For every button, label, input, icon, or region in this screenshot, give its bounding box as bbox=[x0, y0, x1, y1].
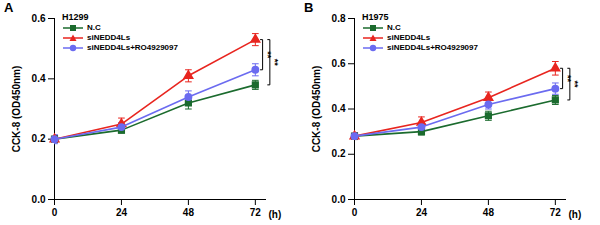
svg-text:CCK-8 (OD450nm): CCK-8 (OD450nm) bbox=[11, 66, 22, 153]
html-text:H1299: H1299 bbox=[62, 12, 89, 22]
svg-text:0: 0 bbox=[52, 207, 58, 218]
html-text:siNEDD4Ls+RO4929097: siNEDD4Ls+RO4929097 bbox=[387, 43, 478, 52]
html-text:siNEDD4Ls: siNEDD4Ls bbox=[87, 33, 131, 42]
svg-text:0.8: 0.8 bbox=[332, 13, 346, 24]
html-text:B: B bbox=[304, 0, 314, 15]
html-text:A: A bbox=[4, 0, 14, 15]
svg-text:CCK-8 (OD450nm): CCK-8 (OD450nm) bbox=[311, 66, 322, 153]
svg-text:24: 24 bbox=[116, 207, 128, 218]
html-text:N.C: N.C bbox=[387, 23, 401, 32]
html-text:siNEDD4Ls: siNEDD4Ls bbox=[387, 33, 431, 42]
svg-text:**: ** bbox=[270, 59, 280, 67]
svg-text:(h): (h) bbox=[269, 209, 282, 220]
svg-text:0.2: 0.2 bbox=[32, 133, 46, 144]
svg-text:(h): (h) bbox=[569, 209, 582, 220]
html-text:H1975: H1975 bbox=[362, 12, 389, 22]
svg-text:0.4: 0.4 bbox=[32, 73, 46, 84]
svg-text:0: 0 bbox=[352, 207, 358, 218]
svg-text:0.2: 0.2 bbox=[332, 148, 346, 159]
svg-text:0.0: 0.0 bbox=[332, 194, 346, 205]
html-text:siNEDD4Ls+RO4929097: siNEDD4Ls+RO4929097 bbox=[87, 43, 178, 52]
svg-text:**: ** bbox=[570, 81, 580, 89]
svg-text:48: 48 bbox=[183, 207, 195, 218]
svg-text:72: 72 bbox=[250, 207, 262, 218]
svg-text:0.6: 0.6 bbox=[32, 13, 46, 24]
svg-text:0.0: 0.0 bbox=[32, 194, 46, 205]
svg-text:0.6: 0.6 bbox=[332, 58, 346, 69]
html-text:N.C: N.C bbox=[87, 23, 101, 32]
svg-text:0.4: 0.4 bbox=[332, 103, 346, 114]
svg-text:72: 72 bbox=[550, 207, 562, 218]
svg-text:48: 48 bbox=[483, 207, 495, 218]
svg-text:24: 24 bbox=[416, 207, 428, 218]
svg-text:**: ** bbox=[263, 51, 273, 59]
